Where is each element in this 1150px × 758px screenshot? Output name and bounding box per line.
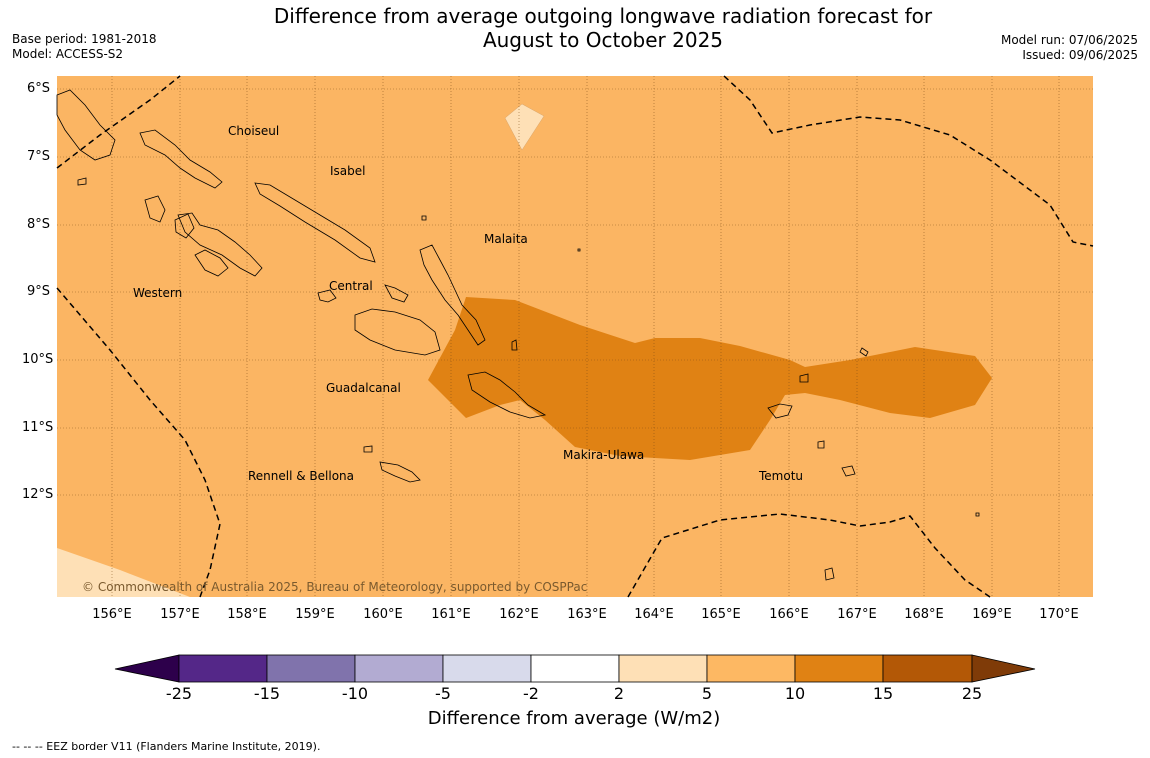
island-bougainville-tip [56, 89, 116, 161]
colorbar-segment [706, 654, 796, 683]
island-sikaiana [421, 215, 427, 221]
lon-label: 157°E [160, 607, 200, 622]
island-isabel [254, 182, 376, 263]
colorbar-extend-high [971, 654, 1036, 683]
eez-borders [56, 75, 1094, 598]
island-rennell [379, 461, 421, 483]
island-ulawa [511, 339, 518, 351]
lat-label: 10°S [22, 352, 54, 367]
colorbar-segment [882, 654, 973, 683]
colorbar-tick: -5 [435, 684, 451, 703]
place-label-isabel: Isabel [330, 164, 366, 178]
lat-label: 8°S [26, 217, 50, 232]
colorbar-extend-low [114, 654, 180, 683]
colorbar-tick: 5 [701, 684, 713, 703]
island-russell [317, 289, 337, 303]
model-name: Model: ACCESS-S2 [12, 47, 124, 61]
colorbar-segment [442, 654, 532, 683]
lon-label: 160°E [363, 607, 403, 622]
issued-date: Issued: 09/06/2025 [1022, 48, 1138, 62]
colorbar-segment [266, 654, 356, 683]
lon-label: 170°E [1039, 607, 1079, 622]
place-label-guadalcanal: Guadalcanal [326, 381, 401, 395]
island-utupua [817, 440, 825, 449]
place-label-central: Central [329, 279, 373, 293]
lat-label: 6°S [26, 81, 50, 96]
place-label-temotu: Temotu [759, 469, 804, 483]
colorbar-segment [178, 654, 268, 683]
island-western-small [144, 195, 166, 223]
island-kolombangara [194, 249, 229, 277]
island-santa-cruz [767, 403, 793, 419]
high-anomaly-band [428, 297, 992, 460]
colorbar-label: Difference from average (W/m2) [427, 708, 721, 729]
lon-label: 158°E [227, 607, 267, 622]
colorbar-segment [354, 654, 444, 683]
colorbar-segment [618, 654, 708, 683]
lon-label: 168°E [904, 607, 944, 622]
lat-label: 9°S [26, 284, 50, 299]
lon-label: 161°E [431, 607, 471, 622]
colorbar [114, 654, 1036, 683]
island-choiseul [139, 129, 223, 189]
island-guadalcanal [354, 308, 441, 356]
island-vanikoro [841, 465, 856, 477]
chart-title: Difference from average outgoing longwav… [230, 4, 976, 52]
model-run: Model run: 07/06/2025 [1000, 33, 1138, 47]
meta-right: Model run: 07/06/2025 Issued: 09/06/2025 [1001, 33, 1138, 63]
colorbar-segment [794, 654, 884, 683]
meta-left: Base period: 1981-2018 Model: ACCESS-S2 [12, 32, 157, 62]
place-label-western: Western [133, 286, 183, 300]
islands [56, 89, 980, 581]
island-duff [975, 512, 980, 517]
lon-label: 163°E [567, 607, 607, 622]
place-label-rennell-bellona: Rennell & Bellona [248, 469, 355, 483]
colorbar-tick: 10 [784, 684, 806, 703]
island-vella [174, 213, 195, 239]
lon-label: 159°E [295, 607, 335, 622]
base-period: Base period: 1981-2018 [12, 32, 157, 46]
island-new-georgia [177, 212, 263, 277]
island-malaita [419, 244, 486, 346]
island-reef [799, 373, 809, 383]
colorbar-segment [530, 654, 620, 683]
eez-legend-note: -- -- -- EEZ border V11 (Flanders Marine… [12, 740, 321, 753]
lon-label: 165°E [701, 607, 741, 622]
lon-label: 162°E [499, 607, 539, 622]
place-label-malaita: Malaita [484, 232, 528, 246]
lon-label: 167°E [837, 607, 877, 622]
lat-label: 7°S [26, 149, 50, 164]
lat-label: 11°S [22, 420, 54, 435]
colorbar-tick: 15 [872, 684, 894, 703]
island-anuta [859, 347, 869, 357]
place-label-makira-ulawa: Makira-Ulawa [563, 448, 645, 462]
colorbar-tick: -15 [253, 684, 281, 703]
title-line-1: Difference from average outgoing longwav… [273, 4, 933, 28]
island-ontong [577, 248, 581, 252]
lon-label: 164°E [634, 607, 674, 622]
colorbar-tick: -10 [341, 684, 369, 703]
colorbar-tick: -25 [165, 684, 193, 703]
lon-label: 169°E [972, 607, 1012, 622]
colorbar-tick: 25 [961, 684, 983, 703]
colorbar-tick: 2 [613, 684, 625, 703]
island-florida [384, 284, 409, 303]
place-label-choiseul: Choiseul [228, 124, 280, 138]
lon-label: 166°E [769, 607, 809, 622]
low-anomaly-patch-southwest [57, 548, 190, 597]
colorbar-tick: -2 [523, 684, 539, 703]
island-mono [77, 177, 87, 186]
low-anomaly-patch-north [504, 103, 545, 151]
lon-label: 156°E [92, 607, 132, 622]
island-tikopia [824, 567, 835, 581]
island-makira [467, 371, 547, 419]
island-bellona [363, 445, 373, 453]
title-line-2: August to October 2025 [482, 28, 724, 52]
lat-label: 12°S [22, 487, 54, 502]
copyright-notice: © Commonwealth of Australia 2025, Bureau… [82, 580, 588, 594]
